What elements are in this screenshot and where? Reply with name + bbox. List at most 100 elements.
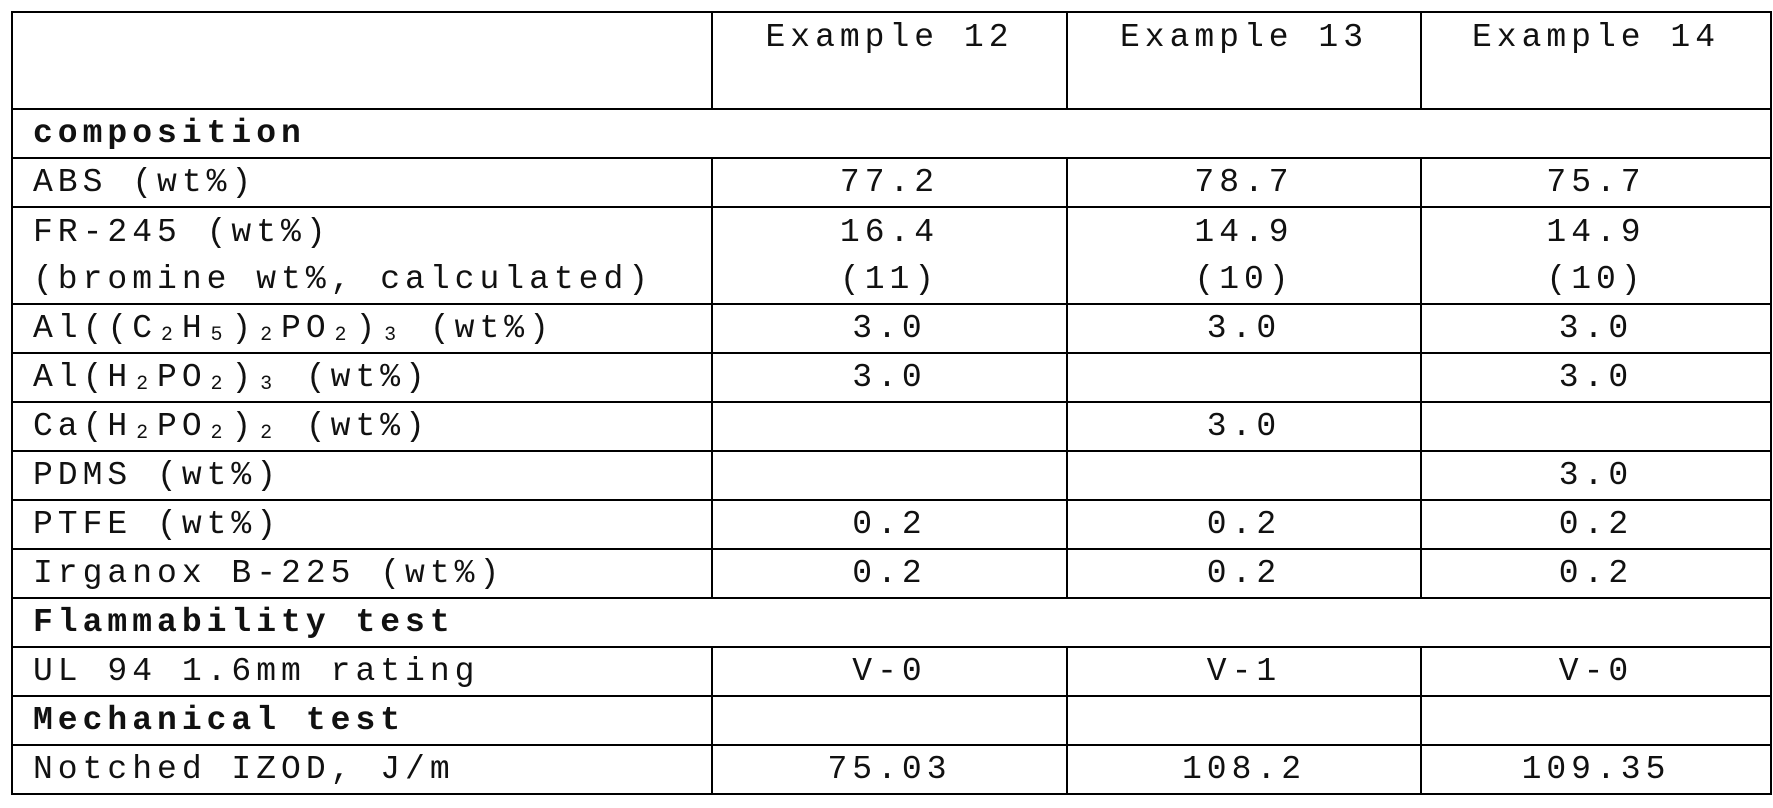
empty-cell xyxy=(1420,401,1772,452)
header-cell: Example 13 xyxy=(1066,11,1422,110)
value-cell: 3.0 xyxy=(1420,450,1772,501)
cell-line: 3.0 xyxy=(1558,359,1634,396)
cell-line: (10) xyxy=(1546,260,1646,298)
cell-line: 0.2 xyxy=(1206,506,1282,543)
data-table: Example 12 Example 13 Example 14 compositio… xyxy=(11,11,1772,795)
value-cell: 109.35 xyxy=(1420,744,1772,795)
section-label: composition xyxy=(11,108,1772,159)
header-row: Example 12 Example 13 Example 14 xyxy=(11,11,1772,110)
section-label: Flammability test xyxy=(11,597,1772,648)
cell-line: (10) xyxy=(1194,260,1294,298)
cell-line: 75.03 xyxy=(827,751,952,788)
value-cell: 0.2 xyxy=(1420,499,1772,550)
cell-line: Irganox B-225 (wt%) xyxy=(33,555,505,592)
cell-line: Al((C₂H₅)₂PO₂)₃ (wt%) xyxy=(33,310,554,347)
data-row: Irganox B-225 (wt%) 0.2 0.2 0.2 xyxy=(11,548,1772,599)
value-cell: 108.2 xyxy=(1066,744,1422,795)
cell-line: Notched IZOD, J/m xyxy=(33,751,455,788)
data-row: Al(H₂PO₂)₃ (wt%) 3.0 3.0 xyxy=(11,352,1772,403)
cell-line: 0.2 xyxy=(1558,555,1634,592)
cell-line: 14.9 xyxy=(1546,213,1646,251)
cell-line: 3.0 xyxy=(1558,310,1634,347)
cell-line: 0.2 xyxy=(852,506,927,543)
row-label: UL 94 1.6mm rating xyxy=(11,646,713,697)
cell-line: 0.2 xyxy=(852,555,927,592)
data-row: UL 94 1.6mm rating V-0 V-1 V-0 xyxy=(11,646,1772,697)
section-row: Mechanical test xyxy=(11,695,1772,746)
value-cell: V-1 xyxy=(1066,646,1422,697)
cell-line: 108.2 xyxy=(1181,751,1307,788)
cell-line: (11) xyxy=(839,260,940,298)
cell-line: 3.0 xyxy=(1558,457,1634,494)
value-cell: V-0 xyxy=(1420,646,1772,697)
cell-line: 0.2 xyxy=(1206,555,1282,592)
cell-line: 14.9 xyxy=(1194,213,1294,251)
header-cell: Example 12 xyxy=(711,11,1068,110)
header-cell: Example 14 xyxy=(1420,11,1772,110)
value-cell: 14.9 (10) xyxy=(1066,206,1422,305)
value-cell: 3.0 xyxy=(711,303,1068,354)
cell-line: PTFE (wt%) xyxy=(33,506,282,543)
row-label: PDMS (wt%) xyxy=(11,450,713,501)
cell-line: V-1 xyxy=(1206,653,1282,690)
empty-cell xyxy=(1066,352,1422,403)
cell-line: 3.0 xyxy=(1206,310,1282,347)
empty-cell xyxy=(711,450,1068,501)
row-label: Al(H₂PO₂)₃ (wt%) xyxy=(11,352,713,403)
cell-line: ABS (wt%) xyxy=(33,164,257,201)
data-row: Al((C₂H₅)₂PO₂)₃ (wt%) 3.0 3.0 3.0 xyxy=(11,303,1772,354)
value-cell: 0.2 xyxy=(1066,548,1422,599)
empty-cell xyxy=(711,401,1068,452)
row-label: Irganox B-225 (wt%) xyxy=(11,548,713,599)
value-cell: 3.0 xyxy=(1420,303,1772,354)
cell-line: PDMS (wt%) xyxy=(33,457,282,494)
value-cell: 78.7 xyxy=(1066,157,1422,208)
value-cell: 3.0 xyxy=(1066,303,1422,354)
row-label: FR-245 (wt%) (bromine wt%, calculated) xyxy=(11,206,713,305)
value-cell: 3.0 xyxy=(1420,352,1772,403)
data-row: PDMS (wt%) 3.0 xyxy=(11,450,1772,501)
cell-line: 78.7 xyxy=(1194,164,1294,201)
empty-cell xyxy=(1420,695,1772,746)
data-row: Ca(H₂PO₂)₂ (wt%) 3.0 xyxy=(11,401,1772,452)
table-body: Example 12 Example 13 Example 14 compositio… xyxy=(11,11,1772,795)
value-cell: 0.2 xyxy=(711,548,1068,599)
cell-line: 75.7 xyxy=(1546,164,1646,201)
cell-line: 109.35 xyxy=(1521,751,1671,788)
row-label: ABS (wt%) xyxy=(11,157,713,208)
data-row: ABS (wt%) 77.2 78.7 75.7 xyxy=(11,157,1772,208)
value-cell: 16.4 (11) xyxy=(711,206,1068,305)
value-cell: 75.7 xyxy=(1420,157,1772,208)
row-label: Notched IZOD, J/m xyxy=(11,744,713,795)
section-label: Mechanical test xyxy=(11,695,713,746)
cell-line: Ca(H₂PO₂)₂ (wt%) xyxy=(33,408,430,445)
value-cell: V-0 xyxy=(711,646,1068,697)
cell-line: Al(H₂PO₂)₃ (wt%) xyxy=(33,359,430,396)
value-cell: 0.2 xyxy=(711,499,1068,550)
cell-line: 0.2 xyxy=(1558,506,1634,543)
row-label: PTFE (wt%) xyxy=(11,499,713,550)
empty-cell xyxy=(1066,450,1422,501)
section-row: composition xyxy=(11,108,1772,159)
value-cell: 3.0 xyxy=(711,352,1068,403)
cell-line: 3.0 xyxy=(1206,408,1282,445)
row-label: Al((C₂H₅)₂PO₂)₃ (wt%) xyxy=(11,303,713,354)
empty-cell xyxy=(711,695,1068,746)
value-cell: 14.9 (10) xyxy=(1420,206,1772,305)
data-row: FR-245 (wt%) (bromine wt%, calculated) 16.… xyxy=(11,206,1772,305)
value-cell: 75.03 xyxy=(711,744,1068,795)
section-row: Flammability test xyxy=(11,597,1772,648)
cell-line: 3.0 xyxy=(852,310,927,347)
data-row: Notched IZOD, J/m 75.03 108.2 109.35 xyxy=(11,744,1772,795)
cell-line: 16.4 xyxy=(839,213,940,251)
data-row: PTFE (wt%) 0.2 0.2 0.2 xyxy=(11,499,1772,550)
value-cell: 0.2 xyxy=(1066,499,1422,550)
value-cell: 0.2 xyxy=(1420,548,1772,599)
empty-cell xyxy=(1066,695,1422,746)
row-label: Ca(H₂PO₂)₂ (wt%) xyxy=(11,401,713,452)
value-cell: 77.2 xyxy=(711,157,1068,208)
cell-line: 3.0 xyxy=(852,359,927,396)
cell-line: FR-245 (wt%) xyxy=(33,213,331,251)
cell-line: V-0 xyxy=(852,653,927,690)
